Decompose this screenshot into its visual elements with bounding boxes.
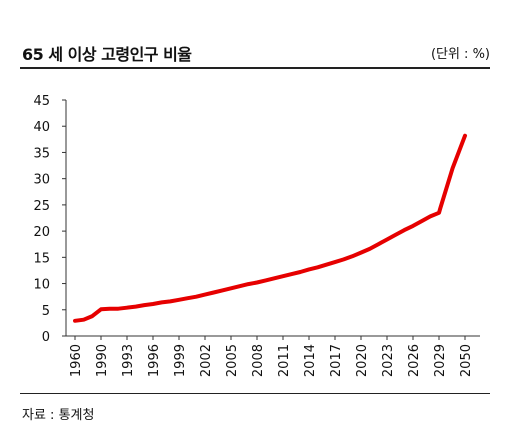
y-tick-label: 30 <box>33 173 50 188</box>
series-line-group <box>73 133 467 323</box>
x-tick-label: 2008 <box>251 344 266 377</box>
x-axis: 1960 1990 1993 1996 1999 2002 2005 2008 2011 2014… <box>66 335 480 377</box>
y-tick-label: 15 <box>33 251 50 266</box>
x-tick-label: 2020 <box>355 344 370 377</box>
x-tick-label: 2005 <box>225 344 240 377</box>
x-tick-label: 2050 <box>459 344 474 377</box>
bottom-divider <box>20 393 490 394</box>
y-tick-label: 20 <box>33 225 50 240</box>
x-tick-label: 2023 <box>381 344 396 377</box>
y-tick-label: 25 <box>33 199 50 214</box>
y-tick-label: 45 <box>33 94 50 109</box>
series-line-0 <box>73 133 467 323</box>
x-tick-label: 1996 <box>147 344 162 377</box>
y-tick-label: 10 <box>33 278 50 293</box>
top-divider <box>20 67 490 69</box>
x-tick-label: 2026 <box>407 344 422 377</box>
x-tick-label: 1960 <box>69 344 84 377</box>
x-tick-label: 2002 <box>199 344 214 377</box>
x-tick-label: 1990 <box>95 344 110 377</box>
x-tick-label: 2014 <box>303 344 318 377</box>
source-note: 자료 : 통계청 <box>22 408 95 423</box>
y-tick-label: 5 <box>42 304 50 319</box>
x-tick-label: 2011 <box>277 344 292 377</box>
chart-title: 65 세 이상 고령인구 비율 <box>22 45 192 64</box>
x-tick-label: 1999 <box>173 344 188 377</box>
y-axis: 0 5 10 15 20 25 30 35 40 45 <box>33 94 67 345</box>
y-tick-label: 0 <box>42 330 50 345</box>
x-tick-label: 1993 <box>121 344 136 377</box>
x-tick-label: 2029 <box>433 344 448 377</box>
unit-label: (단위 : %) <box>430 47 490 62</box>
y-tick-label: 40 <box>33 120 50 135</box>
x-tick-label: 2017 <box>329 344 344 377</box>
y-tick-label: 35 <box>33 146 50 161</box>
